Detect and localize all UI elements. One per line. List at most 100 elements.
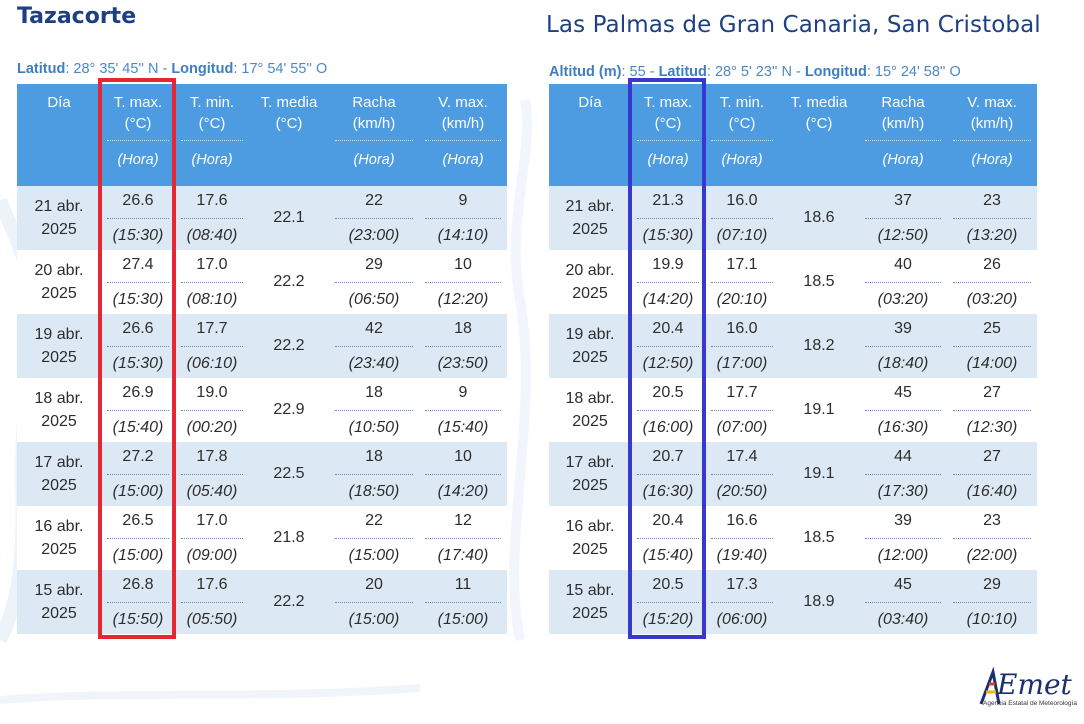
cell-dia: 20 abr. 2025 [17, 250, 101, 314]
cell-tmin: 17.0 (08:10) [175, 250, 249, 314]
cell-tmax: 20.4 (12:50) [631, 314, 705, 378]
cell-tmax: 20.4 (15:40) [631, 506, 705, 570]
header-tmed: T. media (°C) [779, 84, 859, 186]
longitude-value: : 15° 24' 58'' O [866, 64, 961, 80]
cell-dia: 19 abr. 2025 [17, 314, 101, 378]
cell-racha: 39 (12:00) [859, 506, 947, 570]
cell-tmin: 17.4 (20:50) [705, 442, 779, 506]
cell-tmax: 27.2 (15:00) [101, 442, 175, 506]
cell-tmax: 20.7 (16:30) [631, 442, 705, 506]
cell-tmed: 22.5 [249, 442, 329, 506]
table-row: 21 abr. 2025 21.3 (15:30) 16.0 (07:10) 18.6 37(… [549, 186, 1037, 250]
cell-vmax: 18 (23:50) [419, 314, 507, 378]
header-racha: Racha (km/h) (Hora) [329, 84, 419, 186]
station-coordinates: Altitud (m): 55 - Latitud: 28° 5' 23'' N… [549, 64, 961, 80]
cell-tmin: 16.0 (07:10) [705, 186, 779, 250]
cell-racha: 22 (15:00) [329, 506, 419, 570]
cell-tmin: 19.0 (00:20) [175, 378, 249, 442]
station-coordinates: Latitud: 28° 35' 45'' N - Longitud: 17° … [17, 61, 327, 77]
table-row: 18 abr. 2025 20.5 (16:00) 17.7 (07:00) 19.1 45(… [549, 378, 1037, 442]
cell-dia: 15 abr. 2025 [549, 570, 631, 634]
latitude-value: : 28° 35' 45'' N - [65, 61, 172, 77]
table-row: 15 abr. 2025 20.5 (15:20) 17.3 (06:00) 18.9 45(… [549, 570, 1037, 634]
cell-tmin: 17.7 (06:10) [175, 314, 249, 378]
altitude-value: : 55 - [621, 64, 659, 80]
cell-racha: 45 (03:40) [859, 570, 947, 634]
table-header-row: Día T. max. (°C) (Hora) T. min. (°C) (Hora) … [549, 84, 1037, 186]
table-row: 19 abr. 2025 26.6 (15:30) 17.7 (06:10) 22.2 42(… [17, 314, 507, 378]
cell-vmax: 9 (15:40) [419, 378, 507, 442]
header-tmax: T. max. (°C) (Hora) [631, 84, 705, 186]
longitude-value: : 17° 54' 55'' O [233, 61, 328, 77]
header-tmin: T. min. (°C) (Hora) [175, 84, 249, 186]
cell-vmax: 12 (17:40) [419, 506, 507, 570]
altitude-label: Altitud (m) [549, 64, 622, 80]
cell-vmax: 23 (22:00) [947, 506, 1037, 570]
header-tmax: T. max. (°C) (Hora) [101, 84, 175, 186]
cell-tmin: 16.6 (19:40) [705, 506, 779, 570]
header-dia: Día [17, 84, 101, 186]
cell-vmax: 27 (16:40) [947, 442, 1037, 506]
header-racha: Racha (km/h) (Hora) [859, 84, 947, 186]
cell-tmed: 18.6 [779, 186, 859, 250]
weather-table: Día T. max. (°C) (Hora) T. min. (°C) (Hora) … [17, 84, 507, 634]
cell-tmax: 26.9 (15:40) [101, 378, 175, 442]
station-title: Tazacorte [17, 4, 137, 29]
cell-tmin: 17.1 (20:10) [705, 250, 779, 314]
cell-tmed: 22.1 [249, 186, 329, 250]
aemet-logo: Emet [979, 666, 1073, 705]
table-row: 17 abr. 2025 27.2 (15:00) 17.8 (05:40) 22.5 18(… [17, 442, 507, 506]
table-row: 19 abr. 2025 20.4 (12:50) 16.0 (17:00) 18.2 39(… [549, 314, 1037, 378]
cell-tmin: 17.6 (05:50) [175, 570, 249, 634]
cell-tmed: 19.1 [779, 378, 859, 442]
cell-tmed: 22.9 [249, 378, 329, 442]
table-row: 16 abr. 2025 20.4 (15:40) 16.6 (19:40) 18.5 39(… [549, 506, 1037, 570]
cell-dia: 16 abr. 2025 [549, 506, 631, 570]
cell-tmed: 18.5 [779, 250, 859, 314]
latitude-label: Latitud [17, 61, 66, 77]
cell-dia: 21 abr. 2025 [17, 186, 101, 250]
cell-dia: 18 abr. 2025 [17, 378, 101, 442]
svg-text:Emet: Emet [996, 668, 1073, 701]
cell-dia: 15 abr. 2025 [17, 570, 101, 634]
cell-tmax: 26.6 (15:30) [101, 186, 175, 250]
cell-tmax: 21.3 (15:30) [631, 186, 705, 250]
cell-tmed: 18.2 [779, 314, 859, 378]
cell-tmed: 22.2 [249, 250, 329, 314]
table-body: 21 abr. 2025 21.3 (15:30) 16.0 (07:10) 18.6 37(… [549, 186, 1037, 634]
cell-tmed: 22.2 [249, 314, 329, 378]
cell-racha: 42 (23:40) [329, 314, 419, 378]
cell-tmax: 26.8 (15:50) [101, 570, 175, 634]
header-vmax: V. max. (km/h) (Hora) [419, 84, 507, 186]
cell-tmed: 18.5 [779, 506, 859, 570]
cell-racha: 37 (12:50) [859, 186, 947, 250]
latitude-value: : 28° 5' 23'' N - [706, 64, 805, 80]
cell-vmax: 23 (13:20) [947, 186, 1037, 250]
cell-dia: 16 abr. 2025 [17, 506, 101, 570]
cell-vmax: 26 (03:20) [947, 250, 1037, 314]
cell-tmax: 26.5 (15:00) [101, 506, 175, 570]
cell-dia: 18 abr. 2025 [549, 378, 631, 442]
weather-table: Día T. max. (°C) (Hora) T. min. (°C) (Hora) … [549, 84, 1037, 634]
cell-racha: 45 (16:30) [859, 378, 947, 442]
cell-tmax: 20.5 (16:00) [631, 378, 705, 442]
cell-dia: 20 abr. 2025 [549, 250, 631, 314]
cell-racha: 18 (10:50) [329, 378, 419, 442]
cell-vmax: 11 (15:00) [419, 570, 507, 634]
cell-tmed: 21.8 [249, 506, 329, 570]
cell-dia: 17 abr. 2025 [17, 442, 101, 506]
cell-tmin: 17.6 (08:40) [175, 186, 249, 250]
cell-tmed: 18.9 [779, 570, 859, 634]
cell-racha: 22 (23:00) [329, 186, 419, 250]
cell-tmin: 17.8 (05:40) [175, 442, 249, 506]
cell-dia: 17 abr. 2025 [549, 442, 631, 506]
cell-racha: 20 (15:00) [329, 570, 419, 634]
cell-racha: 18 (18:50) [329, 442, 419, 506]
cell-tmed: 22.2 [249, 570, 329, 634]
table-row: 17 abr. 2025 20.7 (16:30) 17.4 (20:50) 19.1 44(… [549, 442, 1037, 506]
longitude-label: Longitud [171, 61, 234, 77]
header-tmin: T. min. (°C) (Hora) [705, 84, 779, 186]
aemet-logo-subtitle: Agencia Estatal de Meteorología [983, 700, 1077, 707]
table-row: 16 abr. 2025 26.5 (15:00) 17.0 (09:00) 21.8 22(… [17, 506, 507, 570]
cell-racha: 29 (06:50) [329, 250, 419, 314]
